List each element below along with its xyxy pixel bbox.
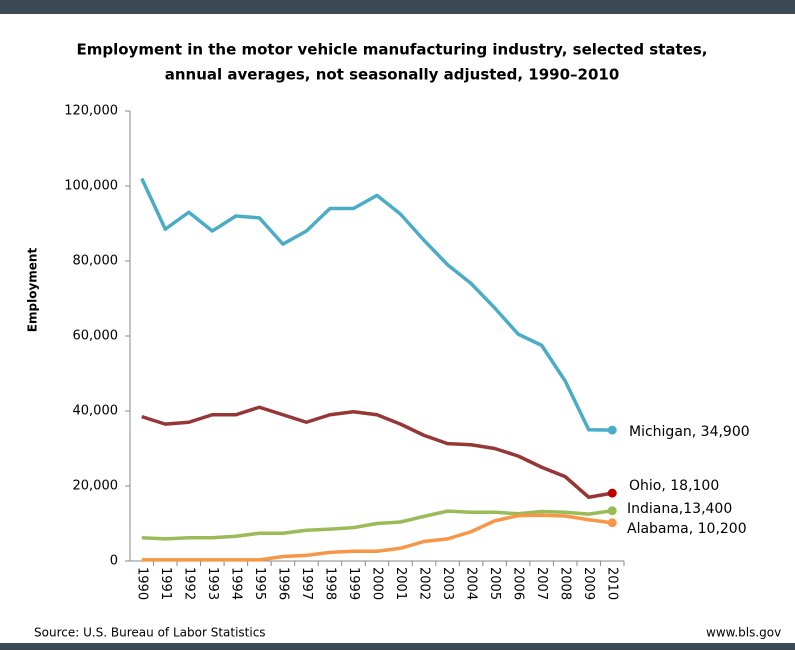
x-tick-label: 2006 [511, 567, 526, 600]
x-tick-label: 2009 [581, 567, 596, 600]
source: Source: U.S. Bureau of Labor Statistics [34, 626, 266, 640]
y-tick-label: 20,000 [73, 479, 119, 494]
x-tick-label: 1998 [322, 567, 337, 600]
y-axis-label: Employment [26, 248, 40, 333]
x-tick-label: 2007 [534, 567, 549, 600]
series-line [141, 405, 613, 499]
y-tick-label: 80,000 [73, 254, 119, 269]
top-bar [0, 0, 795, 14]
x-tick-label: 1995 [252, 567, 267, 600]
x-tick-label: 2001 [393, 567, 408, 600]
x-tick-label: 1992 [181, 567, 196, 600]
x-tick-label: 1996 [275, 567, 290, 600]
y-tick-label: 60,000 [73, 329, 119, 344]
x-tick-label: 1997 [299, 567, 314, 600]
end-marker [607, 506, 617, 516]
series-label: Michigan, 34,900 [629, 424, 750, 440]
x-tick-label: 2000 [370, 567, 385, 600]
x-tick-label: 2004 [464, 567, 479, 600]
y-tick-label: 0 [110, 554, 118, 569]
x-tick-label: 1993 [205, 567, 220, 600]
x-tick-label: 1991 [158, 567, 173, 600]
series-line [140, 177, 613, 432]
x-tick-label: 2002 [417, 567, 432, 600]
x-tick-label: 2003 [440, 567, 455, 600]
chart-title: Employment in the motor vehicle manufact… [77, 41, 708, 59]
y-tick-label: 100,000 [64, 179, 118, 194]
series-label: Indiana,13,400 [627, 501, 732, 517]
x-tick-label: 1999 [346, 567, 361, 600]
y-tick-label: 120,000 [64, 104, 118, 119]
x-tick-label: 1994 [228, 567, 243, 600]
series-line [141, 513, 613, 562]
x-tick-label: 2005 [487, 567, 502, 600]
x-tick-label: 1990 [134, 567, 149, 600]
series-line [141, 509, 613, 541]
x-tick-label: 2008 [558, 567, 573, 600]
end-marker [607, 518, 617, 528]
end-marker [607, 425, 617, 435]
series-label: Alabama, 10,200 [627, 521, 747, 537]
x-tick-label: 2010 [605, 567, 620, 600]
end-marker [607, 488, 617, 498]
series-label: Ohio, 18,100 [629, 478, 719, 494]
site: www.bls.gov [706, 626, 781, 640]
chart-title: annual averages, not seasonally adjusted… [165, 66, 620, 84]
y-tick-label: 40,000 [73, 404, 119, 419]
bottom-bar [0, 643, 795, 650]
